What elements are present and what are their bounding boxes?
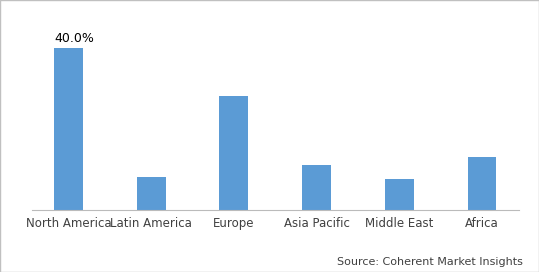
Text: 40.0%: 40.0% — [54, 32, 94, 45]
Bar — [219, 96, 248, 210]
Bar — [54, 48, 83, 210]
Bar — [302, 165, 331, 210]
Bar — [467, 157, 496, 210]
Text: Source: Coherent Market Insights: Source: Coherent Market Insights — [337, 256, 523, 267]
Bar — [385, 180, 414, 210]
Bar — [137, 177, 165, 210]
